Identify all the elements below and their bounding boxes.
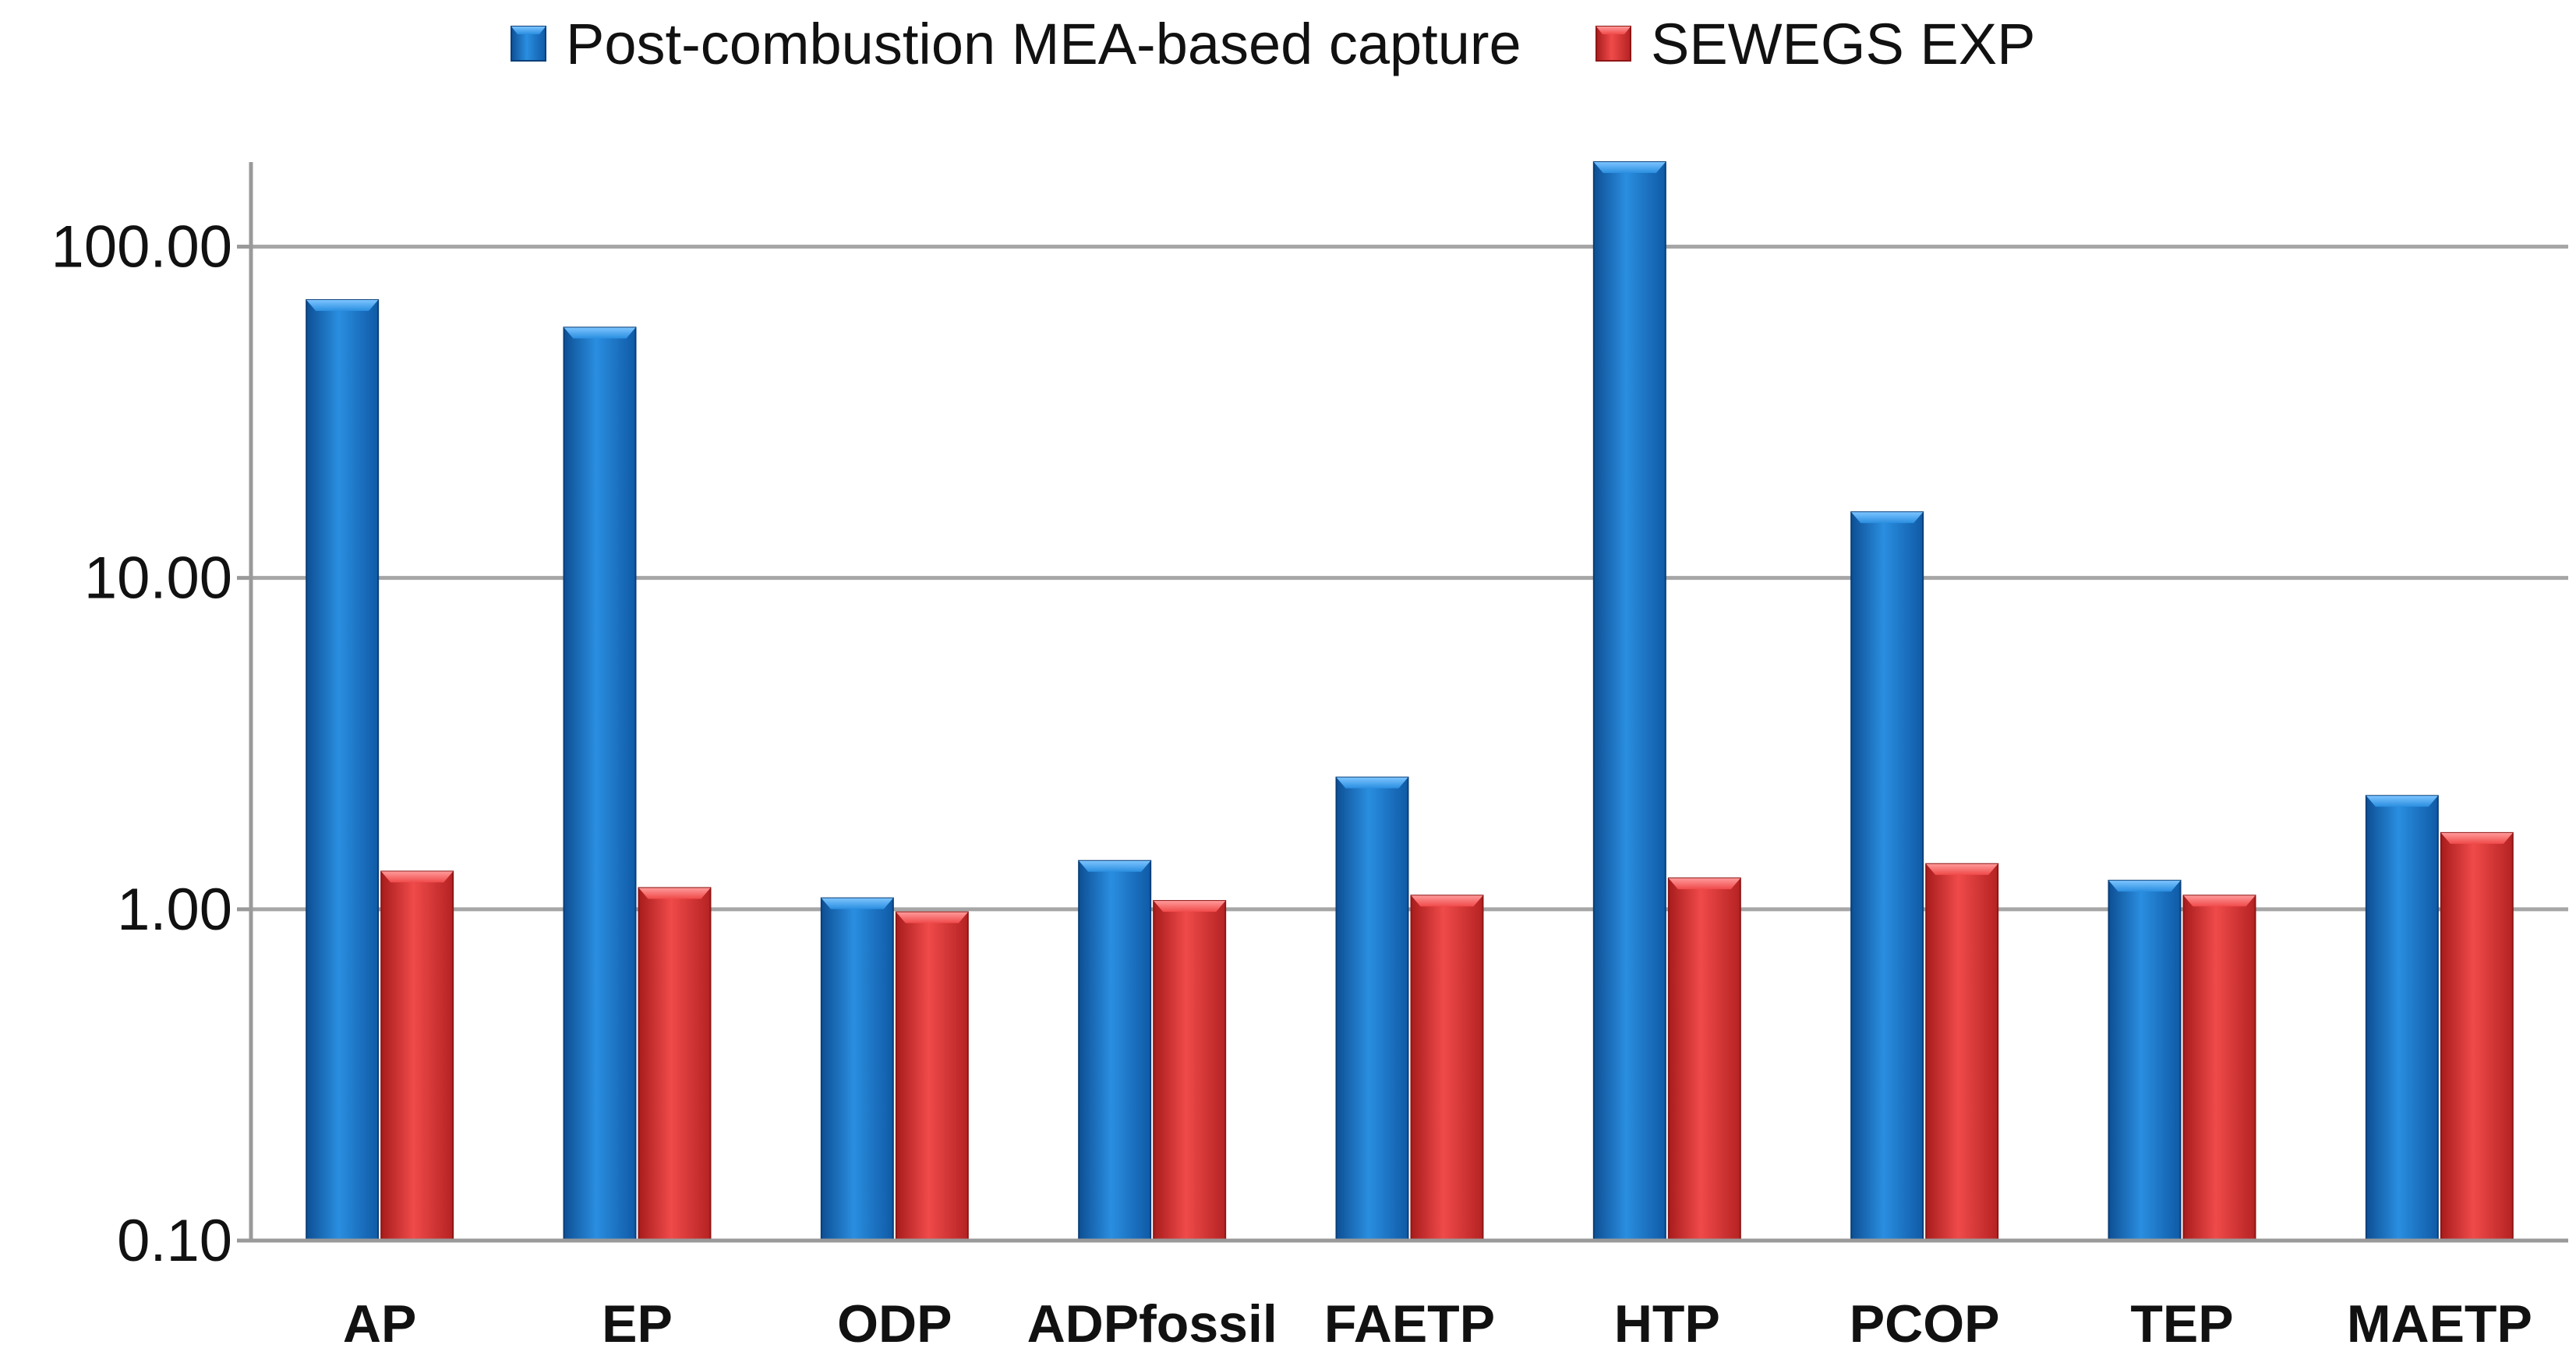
y-tick-label: 0.10 — [117, 1208, 232, 1274]
bar-sewegs-htp — [1667, 877, 1741, 1241]
bar-mea-ap — [306, 299, 380, 1242]
bar-mea-pcop — [1850, 511, 1924, 1241]
x-axis: AP EP ODP ADPfossil FAETP HTP PCOP TEP MAETP — [251, 1238, 2568, 1354]
legend-label: Post-combustion MEA-based capture — [566, 12, 1521, 76]
x-category-label: TEP — [2130, 1294, 2233, 1354]
bar-mea-tep — [2108, 880, 2182, 1242]
x-category-label: ODP — [837, 1294, 952, 1354]
bar-sewegs-ap — [380, 870, 454, 1241]
legend-item: Post-combustion MEA-based capture — [511, 12, 1521, 76]
x-category-label: EP — [602, 1294, 673, 1354]
bar-sewegs-faetp — [1410, 895, 1484, 1242]
bar-sewegs-tep — [2182, 895, 2256, 1242]
bar-sewegs-adpfossil — [1153, 900, 1227, 1241]
legend-item: SEWEGS EXP — [1595, 12, 2035, 76]
bar-mea-maetp — [2365, 795, 2439, 1241]
bar-sewegs-pcop — [1925, 863, 1999, 1241]
bar-mea-htp — [1592, 161, 1666, 1241]
bar-sewegs-odp — [895, 911, 969, 1241]
x-category-label: HTP — [1614, 1294, 1720, 1354]
x-category-label: ADPfossil — [1027, 1294, 1277, 1354]
x-category-label: FAETP — [1324, 1294, 1495, 1354]
legend-label: SEWEGS EXP — [1651, 12, 2035, 76]
y-tick-label: 10.00 — [84, 545, 232, 612]
y-tick-label: 100.00 — [51, 214, 232, 281]
x-category-label: MAETP — [2347, 1294, 2532, 1354]
x-category-label: AP — [343, 1294, 416, 1354]
bar-mea-faetp — [1335, 776, 1409, 1241]
bars — [306, 161, 2514, 1242]
y-axis: 0.10 1.00 10.00 100.00 — [51, 162, 253, 1274]
bar-mea-adpfossil — [1078, 860, 1152, 1241]
y-tick-label: 1.00 — [117, 877, 232, 943]
x-category-label: PCOP — [1850, 1294, 2000, 1354]
bar-mea-ep — [563, 327, 637, 1241]
bar-mea-odp — [820, 897, 894, 1242]
legend: Post-combustion MEA-based capture SEWEGS … — [511, 12, 2035, 76]
bar-sewegs-maetp — [2440, 831, 2514, 1241]
bar-sewegs-ep — [638, 887, 712, 1241]
